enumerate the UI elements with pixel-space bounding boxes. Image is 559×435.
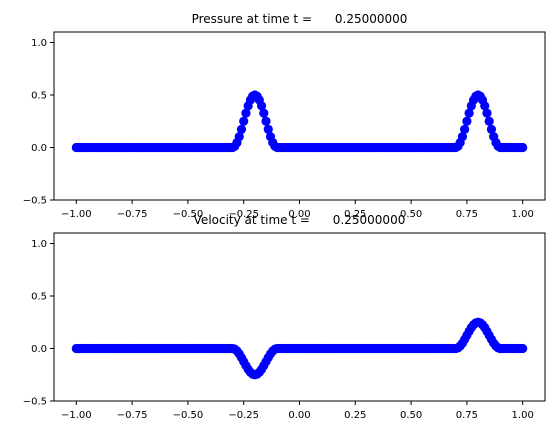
pressure-data-point (239, 116, 249, 126)
pressure-x-tick-label: 0.00 (288, 209, 310, 220)
velocity-x-tick-label: −0.25 (228, 410, 259, 421)
pressure-data-point (234, 132, 244, 142)
pressure-x-tick-label: 0.75 (456, 209, 478, 220)
pressure-x-tick-label: 1.00 (512, 209, 534, 220)
pressure-title: Pressure at time t = 0.25000000 (192, 12, 408, 26)
velocity-title: Velocity at time t = 0.25000000 (194, 213, 406, 227)
pressure-markers (71, 90, 528, 153)
pressure-x-tick-label: 0.25 (344, 209, 366, 220)
velocity-x-tick-label: 1.00 (512, 410, 534, 421)
pressure-data-point (484, 116, 494, 126)
pressure-data-point (462, 116, 472, 126)
pressure-x-tick-label: −0.50 (173, 209, 204, 220)
pressure-data-point (256, 101, 267, 111)
pressure-data-point (236, 124, 247, 134)
velocity-y-tick-label: 1.0 (31, 239, 47, 250)
pressure-data-point (259, 108, 269, 118)
pressure-subplot: −1.00 −0.75 −0.50 −0.25 0.00 0.25 0.50 0.75 1.00… (23, 12, 546, 220)
velocity-x-tick-label: 0.50 (400, 410, 422, 421)
pressure-data-point (261, 116, 271, 126)
pressure-x-tick-label: −0.25 (228, 209, 259, 220)
velocity-x-axis: −1.00 −0.75 −0.50 −0.25 0.00 0.25 0.50 0.75 1.00 (61, 401, 534, 421)
pressure-y-tick-label: 0.5 (31, 91, 47, 102)
velocity-subplot: −1.00 −0.75 −0.50 −0.25 0.00 0.25 0.50 0.75 1.00… (23, 213, 546, 421)
velocity-x-tick-label: 0.00 (288, 410, 310, 421)
velocity-y-tick-label: 0.0 (31, 344, 47, 355)
velocity-x-tick-label: −1.00 (61, 410, 92, 421)
pressure-data-point (518, 142, 528, 153)
pressure-x-tick-label: 0.50 (400, 209, 422, 220)
pressure-data-point (482, 108, 492, 118)
pressure-x-axis: −1.00 −0.75 −0.50 −0.25 0.00 0.25 0.50 0.75 1.00 (61, 200, 534, 220)
velocity-x-tick-label: −0.75 (117, 410, 148, 421)
velocity-y-axis: −0.5 0.0 0.5 1.0 (23, 239, 54, 408)
pressure-data-point (486, 124, 497, 134)
pressure-data-point (460, 124, 470, 134)
pressure-data-point (241, 108, 251, 118)
pressure-y-axis: −0.5 0.0 0.5 1.0 (23, 38, 54, 207)
velocity-x-tick-label: −0.50 (173, 410, 204, 421)
pressure-x-tick-label: −0.75 (117, 209, 148, 220)
pressure-x-tick-label: −1.00 (61, 209, 92, 220)
velocity-x-tick-label: 0.75 (456, 410, 478, 421)
pressure-data-point (457, 132, 468, 142)
pressure-data-point (263, 124, 273, 134)
velocity-y-tick-label: 0.5 (31, 292, 47, 303)
pressure-y-tick-label: −0.5 (23, 196, 47, 207)
velocity-y-tick-label: −0.5 (23, 397, 47, 408)
pressure-y-tick-label: 0.0 (31, 143, 47, 154)
pressure-data-point (480, 101, 490, 111)
velocity-data-point (518, 343, 528, 354)
pressure-data-point (464, 108, 474, 118)
pressure-y-tick-label: 1.0 (31, 38, 47, 49)
velocity-x-tick-label: 0.25 (344, 410, 366, 421)
velocity-markers (71, 317, 528, 380)
